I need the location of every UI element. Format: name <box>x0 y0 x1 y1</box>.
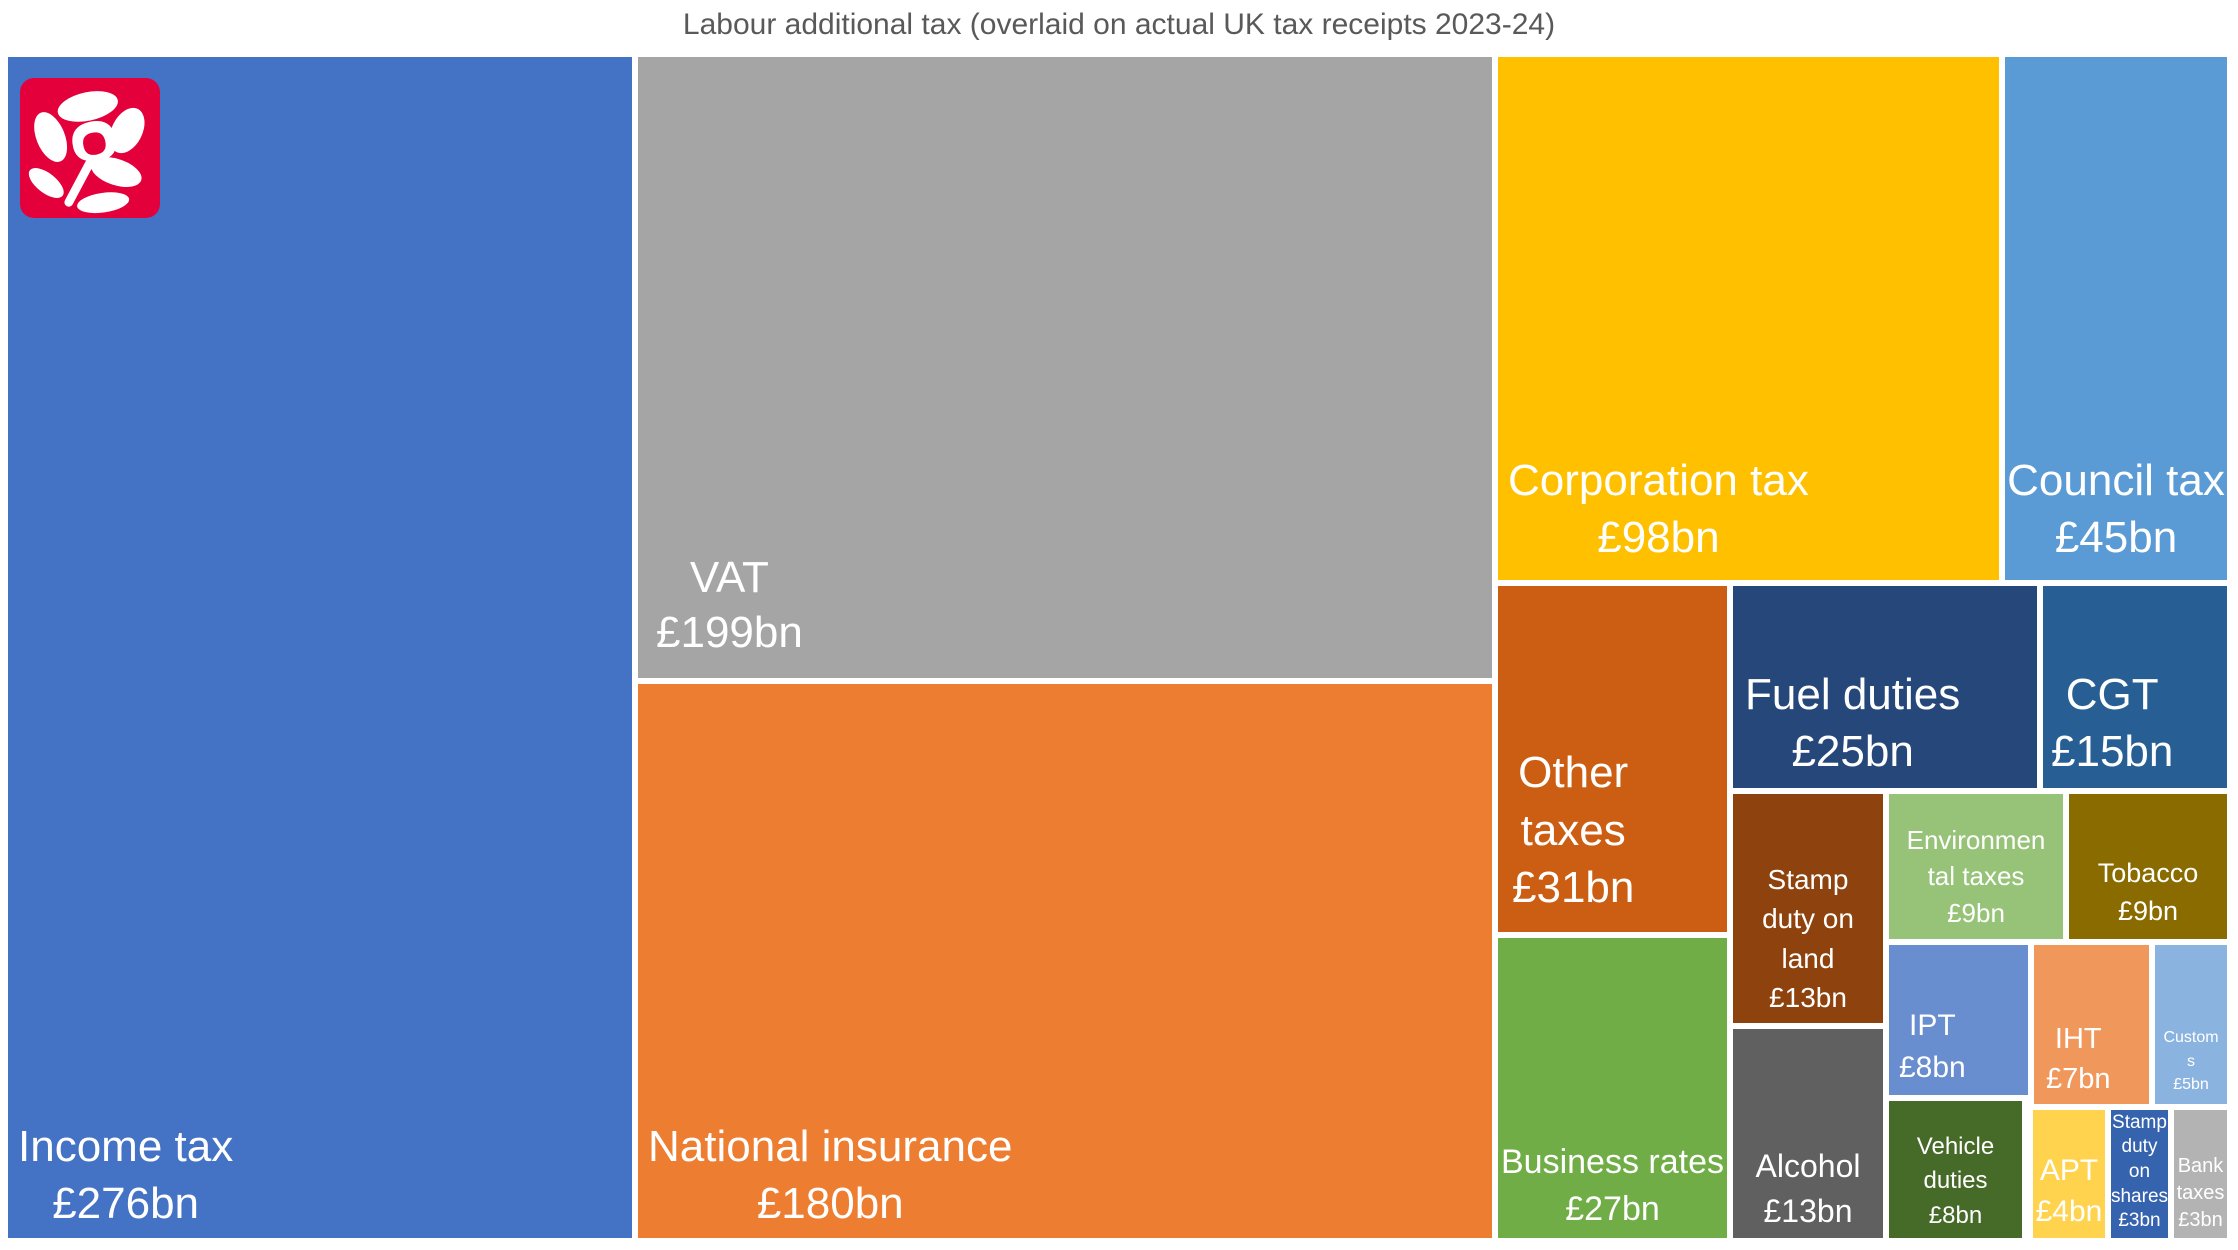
tile-label-ipt: IPT £8bn <box>1899 1009 1966 1084</box>
tile-label-other-taxes: Other taxes £31bn <box>1512 748 1635 912</box>
tile-label-stamp-duty-land: Stamp duty on land £13bn <box>1762 864 1854 1013</box>
tile-label-tobacco: Tobacco £9bn <box>2097 858 2199 927</box>
tile-label-apt: APT £4bn <box>2035 1154 2103 1228</box>
treemap-tile-alcohol: Alcohol £13bn <box>1733 1029 1883 1238</box>
treemap-tile-vat: VAT £199bn <box>638 57 1492 678</box>
tile-label-customs: Custom s £5bn <box>2163 1029 2219 1093</box>
tile-label-council-tax: Council tax £45bn <box>2007 455 2225 562</box>
treemap-tile-fuel-duties: Fuel duties £25bn <box>1733 586 2037 788</box>
treemap-tile-council-tax: Council tax £45bn <box>2005 57 2227 580</box>
tile-label-national-insurance: National insurance £180bn <box>648 1121 1013 1228</box>
tile-label-business-rates: Business rates £27bn <box>1501 1142 1724 1229</box>
treemap-tile-other-taxes: Other taxes £31bn <box>1498 586 1727 932</box>
treemap-tile-iht: IHT £7bn <box>2034 945 2149 1104</box>
treemap-tile-ipt: IPT £8bn <box>1889 945 2028 1095</box>
tile-label-alcohol: Alcohol £13bn <box>1755 1148 1861 1230</box>
tile-label-cgt: CGT £15bn <box>2051 669 2174 776</box>
treemap-tile-national-insurance: National insurance £180bn <box>638 684 1492 1238</box>
tile-label-vat: VAT £199bn <box>656 553 803 657</box>
treemap-tile-stamp-duty-shares: Stamp duty on shares £3bn <box>2111 1110 2168 1238</box>
treemap-tile-cgt: CGT £15bn <box>2043 586 2227 788</box>
treemap-tile-stamp-duty-land: Stamp duty on land £13bn <box>1733 794 1883 1023</box>
treemap-tile-business-rates: Business rates £27bn <box>1498 938 1727 1238</box>
tile-label-bank-taxes: Bank taxes £3bn <box>2176 1155 2225 1231</box>
treemap-tile-environmental-taxes: Environmen tal taxes £9bn <box>1889 794 2063 939</box>
treemap-tile-income-tax: Income tax £276bn <box>8 57 632 1238</box>
tile-label-environmental-taxes: Environmen tal taxes £9bn <box>1906 824 2046 928</box>
tile-label-vehicle-duties: Vehicle duties £8bn <box>1916 1132 1995 1230</box>
treemap-tile-vehicle-duties: Vehicle duties £8bn <box>1889 1101 2022 1238</box>
tile-label-iht: IHT £7bn <box>2046 1022 2111 1096</box>
labour-rose-logo <box>20 78 160 218</box>
treemap-tile-bank-taxes: Bank taxes £3bn <box>2174 1110 2227 1238</box>
tile-label-stamp-duty-shares: Stamp duty on shares £3bn <box>2111 1111 2168 1232</box>
treemap-tile-tobacco: Tobacco £9bn <box>2069 794 2227 939</box>
tile-label-fuel-duties: Fuel duties £25bn <box>1745 669 1961 776</box>
rose-icon <box>20 78 160 218</box>
treemap-tile-corporation-tax: Corporation tax £98bn <box>1498 57 1999 580</box>
chart-title: Labour additional tax (overlaid on actua… <box>682 8 1556 41</box>
tile-label-corporation-tax: Corporation tax £98bn <box>1508 455 1809 562</box>
treemap-tile-apt: APT £4bn <box>2033 1110 2105 1238</box>
tile-label-income-tax: Income tax £276bn <box>18 1121 234 1228</box>
treemap-tile-customs: Custom s £5bn <box>2155 945 2227 1104</box>
